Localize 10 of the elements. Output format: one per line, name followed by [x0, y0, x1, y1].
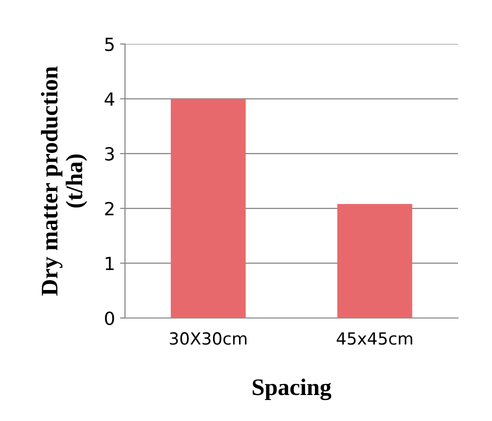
y-tick-label: 5 [105, 38, 114, 52]
y-tick-label: 1 [106, 256, 114, 270]
y-tick-label: 2 [105, 202, 114, 216]
x-tick-label: 45x45cm [336, 332, 412, 345]
x-axis-title: Spacing [252, 378, 332, 400]
y-axis-title: Dry matter production (t/ha) [40, 66, 88, 296]
y-tick-label: 4 [104, 92, 114, 106]
y-tick-label: 3 [105, 147, 114, 161]
x-tick-label: 30X30cm [170, 332, 246, 345]
y-tick-label: 0 [104, 311, 114, 326]
